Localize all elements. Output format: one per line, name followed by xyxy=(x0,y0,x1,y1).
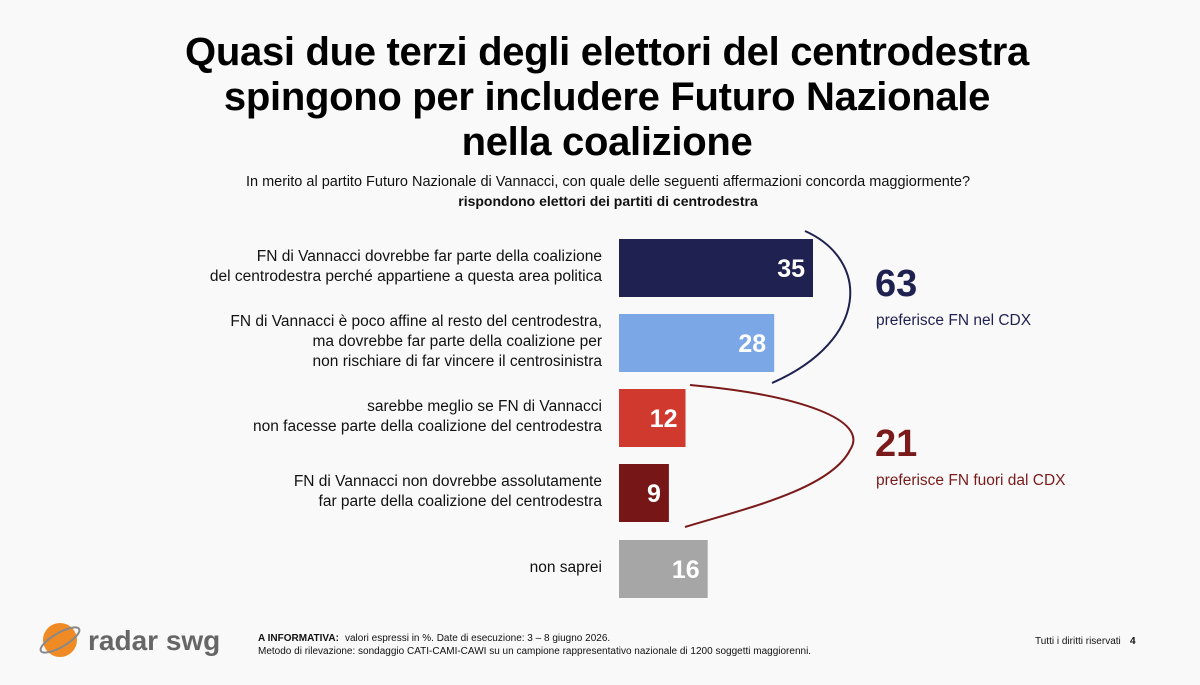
value-label: 16 xyxy=(672,556,700,584)
value-label: 28 xyxy=(738,330,766,358)
category-label: FN di Vannacci è poco affine al resto de… xyxy=(230,313,602,370)
value-label: 12 xyxy=(650,405,678,433)
annotation-value: 21 xyxy=(875,423,917,465)
bar xyxy=(619,540,708,598)
method: Metodo di rilevazione: sondaggio CATI-CA… xyxy=(258,646,811,657)
page-number: 4 xyxy=(1130,636,1136,647)
note: valori espressi in %. Date di esecuzione… xyxy=(345,633,610,644)
logo-icon xyxy=(43,623,77,657)
logo-orbit xyxy=(39,626,81,654)
annotation-text: preferisce FN nel CDX xyxy=(876,312,1032,329)
annotation-value: 63 xyxy=(875,263,917,305)
bracket-in xyxy=(771,230,852,384)
category-label: non saprei xyxy=(529,559,602,576)
annotation-text: preferisce FN fuori dal CDX xyxy=(876,472,1066,489)
bar xyxy=(619,464,669,522)
logo-text: radar swg xyxy=(88,625,220,656)
note-label: A INFORMATIVA: xyxy=(258,633,339,644)
category-label: FN di Vannacci non dovrebbe assolutament… xyxy=(293,473,602,510)
value-label: 9 xyxy=(647,480,661,508)
rights: Tutti i diritti riservati xyxy=(1035,636,1121,647)
subtitle: In merito al partito Futuro Nazionale di… xyxy=(246,174,970,190)
bar xyxy=(619,389,686,447)
category-label: FN di Vannacci dovrebbe far parte della … xyxy=(209,248,602,285)
bar xyxy=(619,239,813,297)
bracket-out xyxy=(684,384,855,528)
value-label: 35 xyxy=(777,255,805,283)
bar xyxy=(619,314,775,372)
subtitle-bold: rispondono elettori dei partiti di centr… xyxy=(458,193,758,209)
category-label: sarebbe meglio se FN di Vannacci non fac… xyxy=(253,398,602,435)
chart-title: Quasi due terzi degli elettori del centr… xyxy=(185,30,1029,164)
